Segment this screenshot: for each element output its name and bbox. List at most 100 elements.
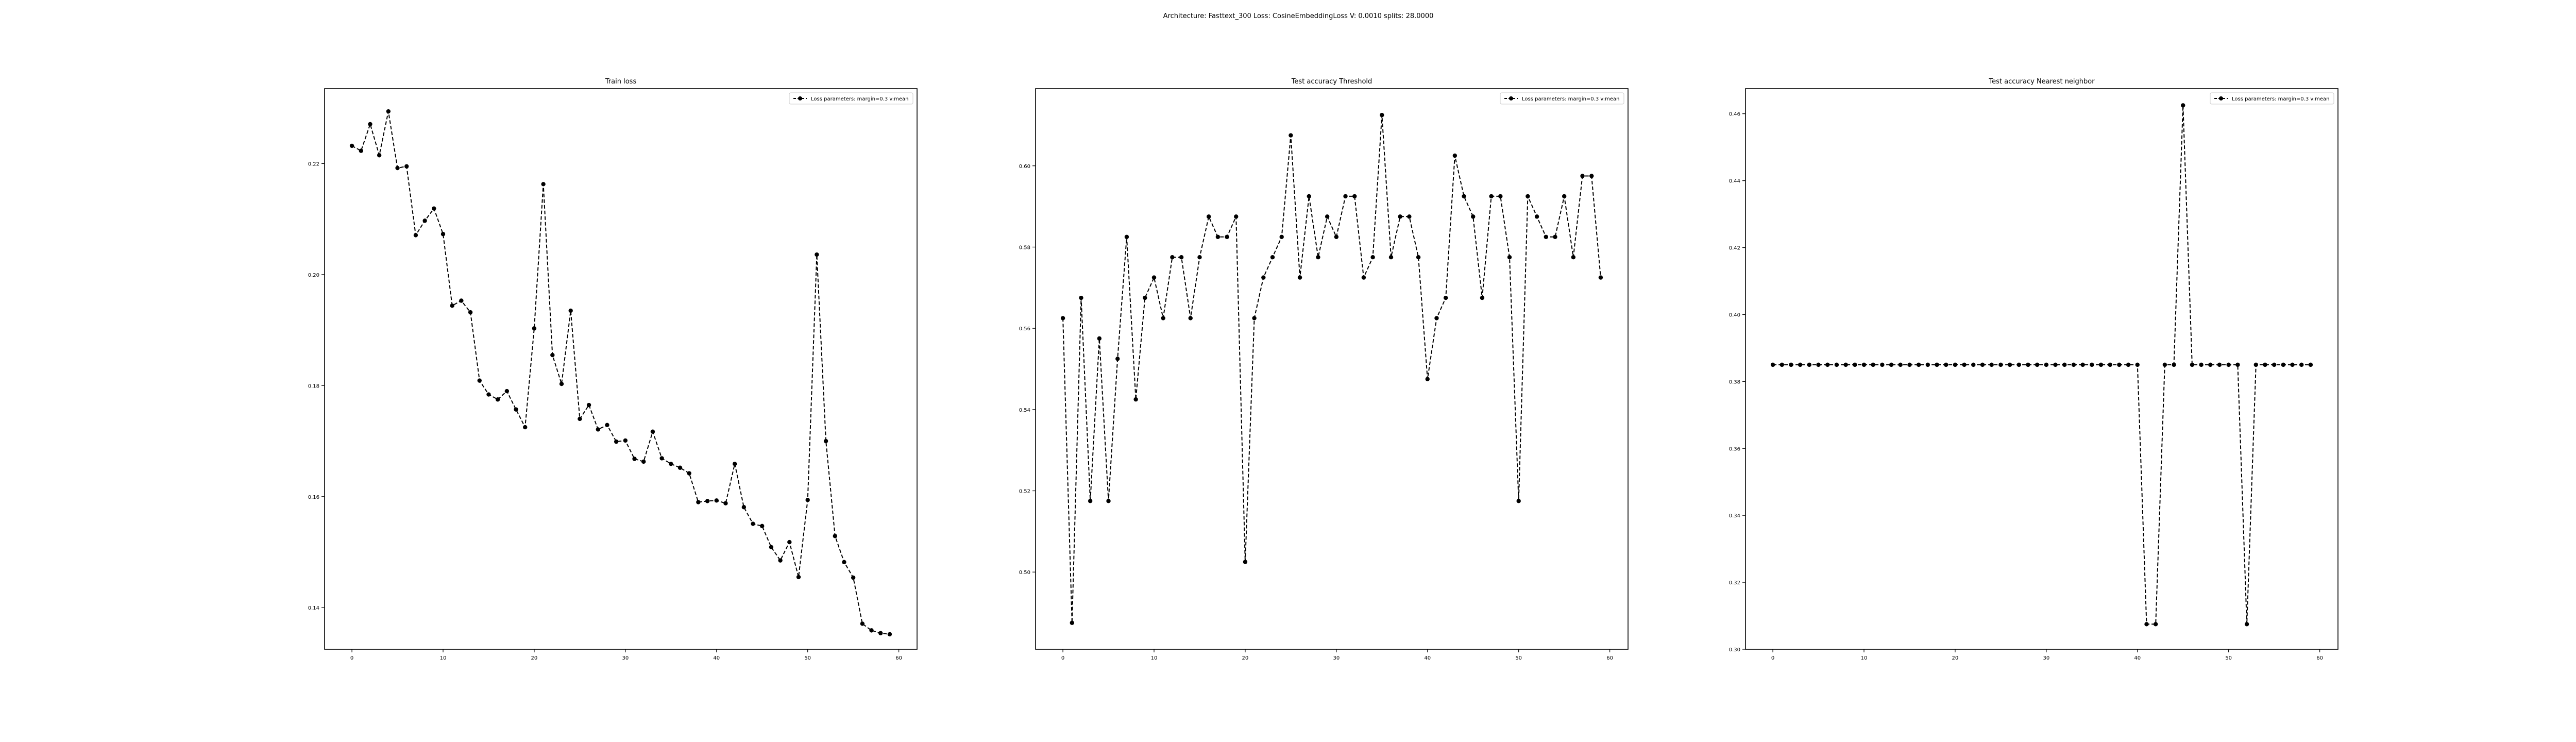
data-point	[1526, 194, 1530, 199]
data-point	[760, 524, 765, 529]
series-line	[351, 111, 890, 635]
data-point	[1589, 174, 1594, 178]
data-point	[1925, 362, 1930, 367]
x-tick-label: 0	[350, 655, 353, 661]
y-tick-label: 0.32	[1729, 580, 1740, 586]
data-point	[550, 352, 555, 358]
legend-label: Loss parameters: margin=0.3 v:mean	[2232, 96, 2330, 102]
data-point	[413, 233, 418, 238]
y-tick-label: 0.20	[308, 273, 319, 278]
data-point	[851, 575, 856, 580]
data-point	[1935, 362, 1939, 367]
data-point	[1434, 316, 1439, 321]
data-point	[2190, 362, 2195, 367]
data-point	[751, 521, 755, 526]
y-tick-label: 0.16	[308, 495, 319, 500]
y-tick-label: 0.58	[1019, 245, 1030, 250]
data-point	[1060, 316, 1065, 321]
data-point	[1225, 234, 1229, 239]
data-point	[1352, 194, 1357, 199]
data-point	[805, 498, 810, 502]
data-point	[2135, 362, 2140, 367]
data-point	[787, 539, 792, 545]
data-point	[1079, 295, 1083, 300]
x-tick-label: 40	[2134, 655, 2141, 661]
axes-frame	[324, 88, 918, 650]
legend-marker	[1509, 96, 1513, 100]
data-point	[732, 462, 737, 466]
data-point	[632, 457, 637, 461]
data-point	[878, 631, 883, 635]
data-point	[1780, 362, 1784, 367]
data-point	[523, 425, 528, 430]
x-tick-label: 0	[1061, 655, 1064, 661]
data-point	[723, 501, 728, 505]
data-point	[1971, 362, 1976, 367]
data-point	[1953, 362, 1958, 367]
data-point	[1880, 362, 1885, 367]
legend-box	[789, 92, 913, 105]
data-point	[450, 303, 454, 308]
data-point	[659, 456, 664, 461]
data-point	[687, 471, 691, 476]
data-point	[1106, 499, 1111, 503]
data-point	[842, 560, 846, 565]
data-point	[1416, 255, 1421, 260]
data-point	[1989, 362, 1994, 367]
data-point	[1289, 133, 1293, 138]
data-point	[833, 534, 837, 538]
y-tick-label: 0.14	[308, 605, 319, 611]
data-point	[1498, 194, 1503, 199]
x-tick-label: 10	[1151, 655, 1158, 661]
data-point	[2281, 362, 2286, 367]
data-point	[1834, 362, 1839, 367]
data-point	[1889, 362, 1894, 367]
data-point	[2090, 362, 2094, 367]
data-point	[1243, 560, 1248, 564]
data-point	[1370, 255, 1375, 260]
data-point	[1325, 214, 1330, 219]
y-tick-label: 0.22	[308, 161, 319, 167]
data-point	[596, 427, 600, 432]
data-point	[2208, 362, 2213, 367]
axes-frame	[1745, 88, 2338, 650]
data-point	[1571, 255, 1576, 260]
legend-label: Loss parameters: margin=0.3 v:mean	[811, 96, 909, 102]
data-point	[677, 465, 683, 470]
x-tick-label: 40	[1424, 655, 1431, 661]
legend-marker	[2219, 96, 2223, 100]
x-tick-label: 10	[1861, 655, 1868, 661]
data-point	[741, 505, 747, 510]
y-tick-label: 0.52	[1019, 489, 1030, 495]
data-point	[1861, 362, 1867, 367]
data-point	[1161, 316, 1165, 321]
y-tick-label: 0.46	[1729, 112, 1740, 117]
data-point	[559, 381, 564, 386]
data-point	[459, 298, 464, 303]
data-point	[2217, 362, 2222, 367]
data-point	[1544, 234, 1548, 239]
legend-marker	[798, 96, 802, 100]
data-point	[2308, 362, 2313, 367]
data-point	[1471, 214, 1476, 219]
data-point	[2172, 362, 2176, 367]
data-point	[1507, 255, 1512, 260]
data-point	[1097, 336, 1102, 341]
data-point	[1261, 275, 1266, 280]
data-point	[2016, 362, 2021, 367]
data-point	[714, 498, 719, 503]
x-tick-label: 30	[1333, 655, 1340, 661]
data-point	[1252, 316, 1257, 321]
data-point	[2098, 362, 2104, 367]
data-point	[623, 438, 628, 443]
figure-suptitle: Architecture: Fasttext_300 Loss: CosineE…	[1163, 12, 1434, 20]
data-point	[2044, 362, 2049, 367]
chart-title: Test accuracy Threshold	[1291, 78, 1372, 86]
data-point	[1425, 377, 1430, 381]
data-point	[486, 392, 491, 397]
data-point	[2253, 362, 2258, 367]
data-point	[641, 459, 646, 464]
data-point	[586, 402, 591, 408]
data-point	[1962, 362, 1967, 367]
legend-box	[1500, 92, 1624, 105]
